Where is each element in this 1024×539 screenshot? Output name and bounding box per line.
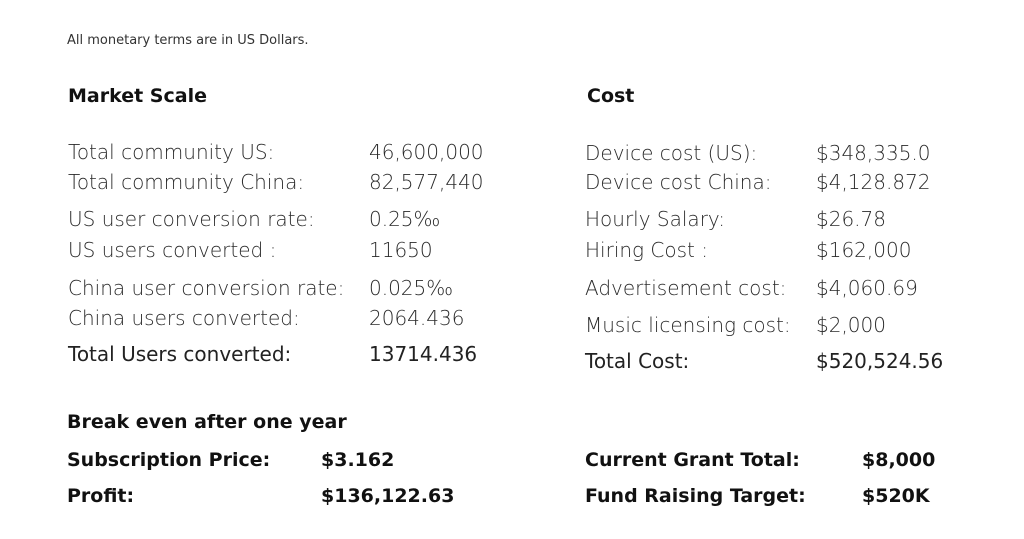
cost-value: $26.78 — [816, 207, 886, 231]
cost-label: Hourly Salary: — [585, 207, 726, 231]
total-cost-value: $520,524.56 — [816, 349, 944, 373]
profit-value: $136,122.63 — [321, 485, 455, 507]
market-label: China user conversion rate: — [68, 276, 345, 300]
currency-note: All monetary terms are in US Dollars. — [67, 33, 309, 48]
total-users-label: Total Users converted: — [68, 342, 292, 366]
market-value: 11650 — [369, 238, 433, 262]
grant-total-value: $8,000 — [862, 449, 936, 471]
market-value: 82,577,440 — [369, 170, 484, 194]
total-cost-label: Total Cost: — [585, 349, 690, 373]
cost-value: $4,060.69 — [816, 276, 918, 300]
market-value: 0.025‰ — [369, 276, 454, 300]
subscription-price-value: $3.162 — [321, 449, 395, 471]
cost-label: Music licensing cost: — [585, 313, 791, 337]
cost-label: Device cost (US): — [585, 141, 758, 165]
market-value: 2064.436 — [369, 306, 465, 330]
profit-label: Profit: — [67, 485, 135, 507]
fund-target-label: Fund Raising Target: — [585, 485, 806, 507]
cost-value: $4,128.872 — [816, 170, 931, 194]
cost-heading: Cost — [587, 85, 635, 107]
cost-label: Device cost China: — [585, 170, 772, 194]
cost-value: $2,000 — [816, 313, 886, 337]
market-label: Total community US: — [68, 140, 275, 164]
grant-total-label: Current Grant Total: — [585, 449, 800, 471]
cost-label: Hiring Cost : — [585, 238, 708, 262]
market-label: Total community China: — [68, 170, 305, 194]
market-label: US user conversion rate: — [68, 207, 315, 231]
market-label: US users converted : — [68, 238, 277, 262]
market-label: China users converted: — [68, 306, 300, 330]
subscription-price-label: Subscription Price: — [67, 449, 271, 471]
market-value: 46,600,000 — [369, 140, 484, 164]
cost-label: Advertisement cost: — [585, 276, 787, 300]
break-even-heading: Break even after one year — [67, 411, 347, 433]
market-scale-heading: Market Scale — [68, 85, 207, 107]
total-users-value: 13714.436 — [369, 342, 478, 366]
cost-value: $162,000 — [816, 238, 912, 262]
cost-value: $348,335.0 — [816, 141, 931, 165]
market-value: 0.25‰ — [369, 207, 441, 231]
fund-target-value: $520K — [862, 485, 930, 507]
